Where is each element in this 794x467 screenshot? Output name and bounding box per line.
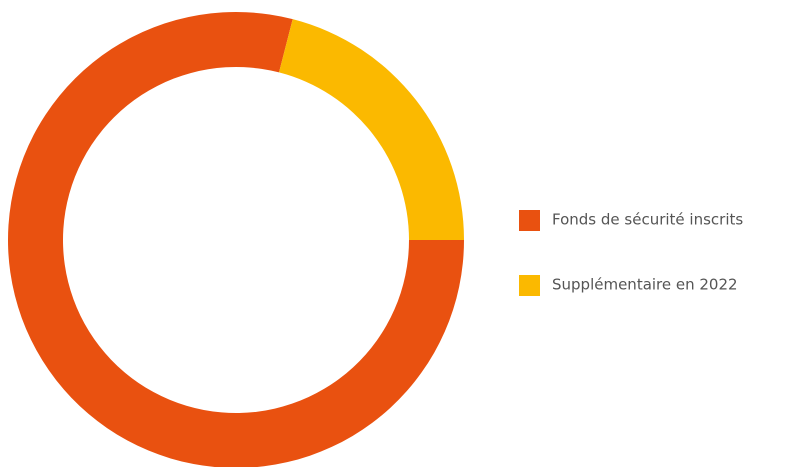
legend-swatch [519, 275, 540, 296]
legend-label: Supplémentaire en 2022 [552, 276, 738, 294]
legend-label: Fonds de sécurité inscrits [552, 211, 743, 229]
donut-segment [279, 19, 465, 240]
legend-swatch [519, 210, 540, 231]
